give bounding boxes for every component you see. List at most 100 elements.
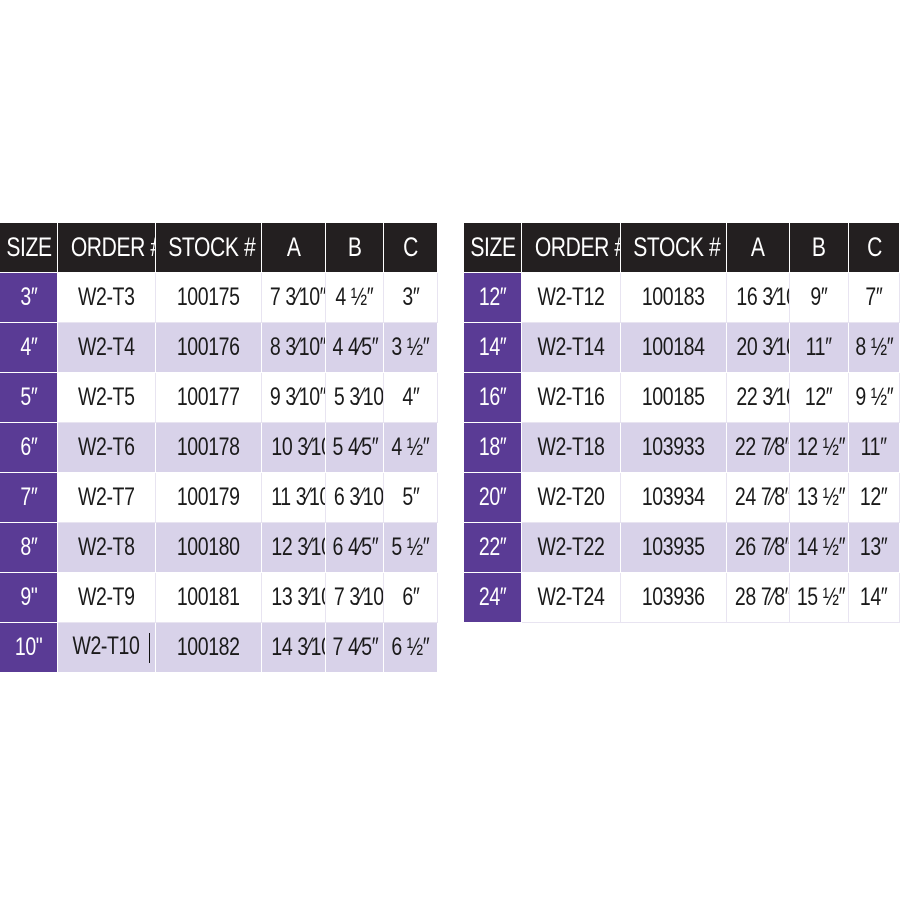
cell-text: 6 4⁄5″ xyxy=(332,533,379,561)
cell-text: 4″ xyxy=(20,333,37,361)
cell-dim-c: 6″ xyxy=(384,573,438,623)
cell-order-number: W2-T4 xyxy=(58,323,156,373)
header-size: SIZE xyxy=(0,223,58,273)
cell-order-number: W2-T14 xyxy=(522,323,621,373)
header-row: SIZE ORDER # STOCK # A B C xyxy=(464,223,900,273)
cell-size: 9" xyxy=(0,573,58,623)
cell-stock-number: 103933 xyxy=(621,423,727,473)
cell-dim-c: 3″ xyxy=(384,273,438,323)
cell-text: 4 4⁄5″ xyxy=(332,333,379,361)
cell-size: 20″ xyxy=(464,473,522,523)
cell-text: 14″ xyxy=(478,333,507,361)
table-row: 8″ W2-T8 100180 12 3⁄10″6 4⁄5″ 5 ½″ xyxy=(0,523,438,573)
cell-text: 15 ½″ xyxy=(796,583,846,611)
cell-size: 7″ xyxy=(0,473,58,523)
cell-dim-a: 8 3⁄10″ xyxy=(262,323,326,373)
cell-dim-c: 14″ xyxy=(849,573,900,623)
cell-text: 11 3⁄10″ xyxy=(271,483,325,511)
header-label: B xyxy=(347,232,362,262)
cell-dim-a: 28 7⁄8″ xyxy=(727,573,790,623)
cell-dim-b: 7 3⁄10″ xyxy=(326,573,384,623)
header-dim-b: B xyxy=(790,223,849,273)
cell-dim-c: 11″ xyxy=(849,423,900,473)
cell-dim-c: 8 ½″ xyxy=(849,323,900,373)
cell-text: W2-T10 xyxy=(71,632,140,661)
cell-text: 3″ xyxy=(20,283,37,311)
cell-size: 4″ xyxy=(0,323,58,373)
cell-dim-c: 9 ½″ xyxy=(849,373,900,423)
cell-text: 8 3⁄10″ xyxy=(269,333,326,361)
cell-size: 10" xyxy=(0,623,58,673)
header-dim-c: C xyxy=(384,223,438,273)
cell-text: 8″ xyxy=(20,533,37,561)
header-label: STOCK # xyxy=(633,232,721,262)
cell-text: 20″ xyxy=(478,483,507,511)
cell-stock-number: 100184 xyxy=(621,323,727,373)
cell-size: 6″ xyxy=(0,423,58,473)
cell-size: 5″ xyxy=(0,373,58,423)
cell-text: 100180 xyxy=(177,533,240,561)
cell-text: 100179 xyxy=(177,483,240,511)
cell-text: 7 3⁄10″ xyxy=(333,583,384,611)
header-label: STOCK # xyxy=(168,232,256,262)
cell-text: 100184 xyxy=(642,333,705,361)
cell-dim-b: 9″ xyxy=(790,273,849,323)
cell-text: 100183 xyxy=(642,283,705,311)
cell-dim-a: 24 7⁄8″ xyxy=(727,473,790,523)
cell-stock-number: 103935 xyxy=(621,523,727,573)
cell-order-number: W2-T8 xyxy=(58,523,156,573)
cell-dim-c: 12″ xyxy=(849,473,900,523)
header-dim-b: B xyxy=(326,223,384,273)
cell-dim-a: 12 3⁄10″ xyxy=(262,523,326,573)
table-row: 7″ W2-T7 100179 11 3⁄10″ 6 3⁄10″ 5″ xyxy=(0,473,438,523)
size-table-right: SIZE ORDER # STOCK # A B C 12″ W2-T12 100183 16 … xyxy=(464,223,900,623)
cell-text: 9 3⁄10″ xyxy=(269,383,326,411)
cell-dim-c: 5″ xyxy=(384,473,438,523)
cell-dim-b: 4 4⁄5″ xyxy=(326,323,384,373)
cell-text: 9″ xyxy=(810,283,828,311)
cell-text: 4″ xyxy=(402,383,419,411)
header-label: A xyxy=(286,232,301,262)
cell-stock-number: 100183 xyxy=(621,273,727,323)
cell-text: 100176 xyxy=(177,333,240,361)
cell-dim-a: 9 3⁄10″ xyxy=(262,373,326,423)
cell-text: 18″ xyxy=(478,433,507,461)
cell-text: W2-T5 xyxy=(78,383,135,411)
cell-text: W2-T4 xyxy=(78,333,135,361)
cell-text: 3″ xyxy=(402,283,419,311)
cell-stock-number: 100185 xyxy=(621,373,727,423)
cell-stock-number: 100175 xyxy=(156,273,262,323)
table-row: 3″ W2-T3 100175 7 3⁄10″ 4 ½″ 3″ xyxy=(0,273,438,323)
cell-dim-a: 14 3⁄10″ xyxy=(262,623,326,673)
cell-dim-a: 20 3⁄10″ xyxy=(727,323,790,373)
cell-dim-b: 5 3⁄10″ xyxy=(326,373,384,423)
cell-dim-a: 22 3⁄10″ xyxy=(727,373,790,423)
table-row: 18″ W2-T18 103933 22 7⁄8″ 12 ½″ 11″ xyxy=(464,423,900,473)
cell-dim-c: 6 ½″ xyxy=(384,623,438,673)
cell-size: 16″ xyxy=(464,373,522,423)
cell-text: 13″ xyxy=(860,533,888,561)
cell-dim-c: 13″ xyxy=(849,523,900,573)
cell-text: 7″ xyxy=(20,483,37,511)
cell-text: W2-T8 xyxy=(78,533,135,561)
cell-text: 100175 xyxy=(177,283,240,311)
cell-text: 13 ½″ xyxy=(796,483,846,511)
table-row: 4″ W2-T4 100176 8 3⁄10″ 4 4⁄5″ 3 ½″ xyxy=(0,323,438,373)
cell-dim-a: 13 3⁄10″ xyxy=(262,573,326,623)
cell-text: 6″ xyxy=(20,433,37,461)
cell-text: 6 ½″ xyxy=(391,633,430,661)
cell-dim-b: 6 3⁄10″ xyxy=(326,473,384,523)
text-cursor xyxy=(149,632,151,663)
cell-text: 103935 xyxy=(642,533,705,561)
cell-dim-b: 13 ½″ xyxy=(790,473,849,523)
header-label: SIZE xyxy=(6,232,52,262)
cell-text: 5″ xyxy=(402,483,419,511)
cell-text: 9 ½″ xyxy=(855,383,893,411)
cell-dim-c: 3 ½″ xyxy=(384,323,438,373)
header-order-number: ORDER # xyxy=(522,223,621,273)
cell-dim-b: 5 4⁄5″ xyxy=(326,423,384,473)
table-row: 20″ W2-T20 103934 24 7⁄8″ 13 ½″ 12″ xyxy=(464,473,900,523)
cell-text: 100185 xyxy=(642,383,705,411)
cell-size: 18″ xyxy=(464,423,522,473)
header-label: ORDER # xyxy=(534,232,621,262)
